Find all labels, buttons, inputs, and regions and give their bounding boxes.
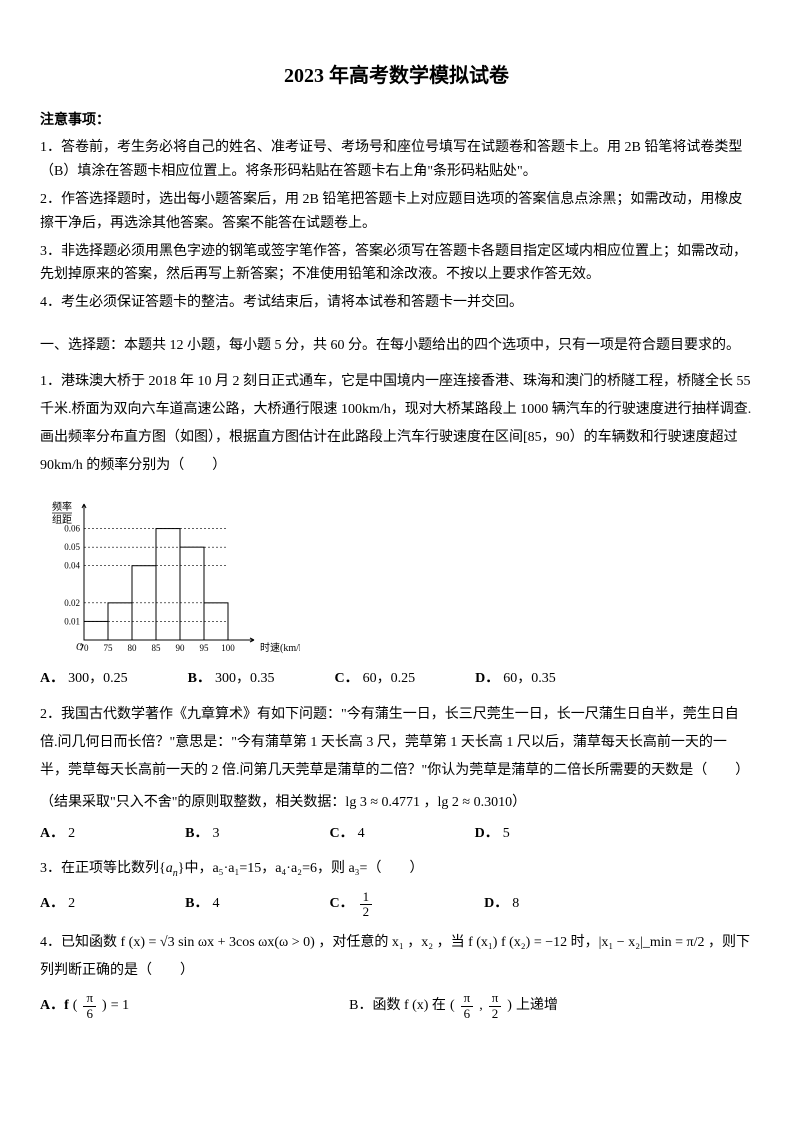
opt-label: D． bbox=[475, 823, 499, 845]
paren-r: ) bbox=[102, 995, 107, 1017]
opt-text: 300，0.35 bbox=[215, 668, 275, 690]
opt-text: 60，0.25 bbox=[363, 668, 416, 690]
question-2-text: 2．我国古代数学著作《九章算术》有如下问题："今有蒲生一日，长三尺莞生一日，长一… bbox=[40, 701, 753, 785]
q2-option-b: B．3 bbox=[185, 823, 219, 845]
instruction-3: 3．非选择题必须用黑色字迹的钢笔或签字笔作答，答案必须写在答题卡各题目指定区域内… bbox=[40, 240, 753, 288]
notes-header: 注意事项： bbox=[40, 110, 753, 132]
section-1-intro: 一、选择题：本题共 12 小题，每小题 5 分，共 60 分。在每小题给出的四个… bbox=[40, 333, 753, 358]
opt-text: 60，0.35 bbox=[503, 668, 556, 690]
opt-text: 4 bbox=[358, 823, 365, 845]
svg-text:0.05: 0.05 bbox=[64, 542, 80, 552]
opt-suffix: 上递增 bbox=[516, 995, 558, 1017]
histogram-chart: 频率组距O0.010.020.040.050.06707580859095100… bbox=[40, 498, 753, 658]
histogram-svg: 频率组距O0.010.020.040.050.06707580859095100… bbox=[40, 498, 300, 658]
opt-label: D． bbox=[484, 893, 508, 915]
q3-an: a bbox=[166, 861, 173, 876]
q4-option-a: A．f ( π 6 ) = 1 bbox=[40, 991, 129, 1021]
paren-l: ( bbox=[450, 995, 455, 1017]
q3-option-a: A．2 bbox=[40, 893, 75, 915]
q2-option-c: C．4 bbox=[329, 823, 364, 845]
question-4-options: A．f ( π 6 ) = 1 B．函数 f (x) 在 ( π 6 , π 2… bbox=[40, 991, 753, 1021]
frac-num: 1 bbox=[360, 890, 373, 905]
svg-text:0.04: 0.04 bbox=[64, 561, 80, 571]
q3-option-c: C． 1 2 bbox=[329, 890, 374, 920]
q3-mid: }中， bbox=[178, 861, 213, 876]
opt-text: 300，0.25 bbox=[68, 668, 128, 690]
comma: , bbox=[479, 995, 483, 1017]
opt-text: 4 bbox=[212, 893, 219, 915]
opt-label: C． bbox=[334, 668, 358, 690]
opt-text: 2 bbox=[68, 823, 75, 845]
opt-label: B． bbox=[185, 893, 208, 915]
q4-a-frac: π 6 bbox=[83, 991, 96, 1021]
opt-label: C． bbox=[329, 823, 353, 845]
opt-text: 5 bbox=[503, 823, 510, 845]
svg-text:95: 95 bbox=[200, 643, 210, 653]
q3-option-b: B．4 bbox=[185, 893, 219, 915]
svg-text:0.06: 0.06 bbox=[64, 524, 80, 534]
svg-text:0.02: 0.02 bbox=[64, 598, 80, 608]
svg-text:80: 80 bbox=[128, 643, 138, 653]
question-2-hint: （结果采取"只入不舍"的原则取整数，相关数据：lg 3 ≈ 0.4771 ，lg… bbox=[40, 789, 753, 817]
q3-c-frac: 1 2 bbox=[360, 890, 373, 920]
frac-num: π bbox=[83, 991, 96, 1006]
frac-den: 2 bbox=[360, 905, 373, 919]
question-3-options: A．2 B．4 C． 1 2 D．8 bbox=[40, 890, 753, 920]
paren-l: ( bbox=[73, 995, 78, 1017]
question-1-options: A．300，0.25 B．300，0.35 C．60，0.25 D．60，0.3… bbox=[40, 668, 753, 690]
frac-den: 6 bbox=[461, 1007, 474, 1021]
svg-text:时速(km/h): 时速(km/h) bbox=[260, 642, 300, 654]
frac-num: π bbox=[461, 991, 474, 1006]
instruction-1: 1．答卷前，考生务必将自己的姓名、准考证号、考场号和座位号填写在试题卷和答题卡上… bbox=[40, 136, 753, 184]
svg-text:100: 100 bbox=[221, 643, 235, 653]
q4-b-frac-r: π 2 bbox=[489, 991, 502, 1021]
svg-text:频率: 频率 bbox=[52, 500, 72, 513]
opt-label: A．f bbox=[40, 995, 69, 1017]
frac-den: 2 bbox=[489, 1007, 502, 1021]
frac-num: π bbox=[489, 991, 502, 1006]
q2-option-d: D．5 bbox=[475, 823, 510, 845]
opt-text: 2 bbox=[68, 893, 75, 915]
q2-option-a: A．2 bbox=[40, 823, 75, 845]
opt-label: B． bbox=[185, 823, 208, 845]
opt-label: A． bbox=[40, 668, 64, 690]
question-4-text: 4．已知函数 f (x) = √3 sin ωx + 3cos ωx(ω > 0… bbox=[40, 929, 753, 985]
svg-text:90: 90 bbox=[176, 643, 186, 653]
svg-text:75: 75 bbox=[104, 643, 114, 653]
document-title: 2023 年高考数学模拟试卷 bbox=[40, 60, 753, 92]
opt-text: 3 bbox=[212, 823, 219, 845]
opt-suffix: = 1 bbox=[111, 995, 129, 1017]
instruction-4: 4．考生必须保证答题卡的整洁。考试结束后，请将本试卷和答题卡一并交回。 bbox=[40, 291, 753, 315]
opt-label: C． bbox=[329, 893, 353, 915]
opt-text: 8 bbox=[512, 893, 519, 915]
q1-option-d: D．60，0.35 bbox=[475, 668, 556, 690]
svg-text:85: 85 bbox=[152, 643, 162, 653]
frac-den: 6 bbox=[83, 1007, 96, 1021]
q4-option-b: B．函数 f (x) 在 ( π 6 , π 2 ) 上递增 bbox=[349, 991, 558, 1021]
q3-option-d: D．8 bbox=[484, 893, 519, 915]
q3-rest: a₅·a₁=15，a₄·a₂=6，则 a₃=（ ） bbox=[212, 861, 423, 876]
opt-label: D． bbox=[475, 668, 499, 690]
question-1-text: 1．港珠澳大桥于 2018 年 10 月 2 刻日正式通车，它是中国境内一座连接… bbox=[40, 368, 753, 480]
q1-option-a: A．300，0.25 bbox=[40, 668, 128, 690]
instruction-2: 2．作答选择题时，选出每小题答案后，用 2B 铅笔把答题卡上对应题目选项的答案信… bbox=[40, 188, 753, 236]
question-3-text: 3．在正项等比数列{an}中，a₅·a₁=15，a₄·a₂=6，则 a₃=（ ） bbox=[40, 855, 753, 884]
opt-label: B． bbox=[188, 668, 211, 690]
q1-option-c: C．60，0.25 bbox=[334, 668, 415, 690]
opt-label: A． bbox=[40, 823, 64, 845]
svg-text:70: 70 bbox=[80, 643, 90, 653]
opt-prefix: B．函数 f (x) 在 bbox=[349, 995, 446, 1017]
svg-text:0.01: 0.01 bbox=[64, 617, 80, 627]
q1-option-b: B．300，0.35 bbox=[188, 668, 275, 690]
paren-r: ) bbox=[507, 995, 512, 1017]
q4-b-frac-l: π 6 bbox=[461, 991, 474, 1021]
opt-label: A． bbox=[40, 893, 64, 915]
question-2-options: A．2 B．3 C．4 D．5 bbox=[40, 823, 753, 845]
q3-prefix: 3．在正项等比数列{ bbox=[40, 861, 166, 876]
